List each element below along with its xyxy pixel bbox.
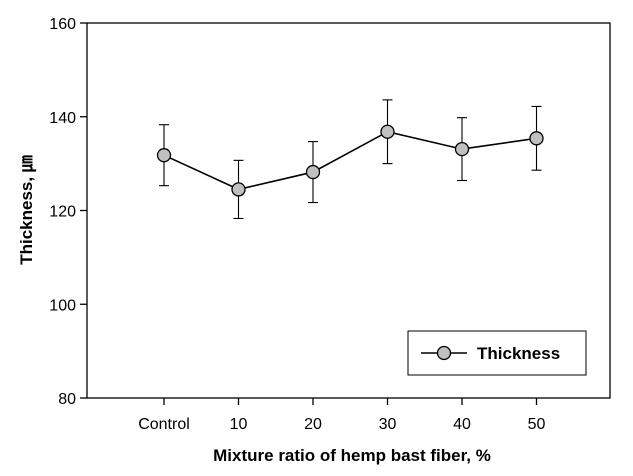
x-tick-label: 30 — [379, 416, 397, 433]
y-ticks-group: 80 100 120 140 160 — [49, 16, 87, 408]
legend: Thickness — [407, 330, 587, 376]
x-tick-label: Control — [138, 416, 190, 433]
x-tick-label: 20 — [304, 416, 322, 433]
data-point — [380, 124, 395, 139]
data-point — [305, 164, 321, 180]
data-point — [231, 182, 246, 197]
data-point — [529, 131, 544, 146]
x-axis-title: Mixture ratio of hemp bast fiber, % — [213, 446, 491, 465]
y-tick-label: 140 — [49, 110, 76, 127]
data-point — [454, 141, 470, 157]
y-tick-label: 160 — [49, 16, 76, 33]
x-tick-label: 10 — [230, 416, 248, 433]
y-axis-title: Thickness, ㎛ — [17, 155, 37, 265]
y-tick-label: 100 — [49, 297, 76, 314]
x-tick-label: 40 — [453, 416, 471, 433]
series-group — [156, 99, 544, 220]
x-tick-label: 50 — [528, 416, 546, 433]
legend-label: Thickness — [477, 344, 560, 363]
series-line-thickness — [163, 130, 537, 191]
x-ticks-group: Control 10 20 30 40 50 — [138, 398, 546, 433]
data-point — [156, 148, 172, 163]
legend-marker — [436, 345, 452, 361]
y-tick-label: 120 — [49, 204, 76, 221]
y-tick-label: 80 — [58, 391, 76, 408]
